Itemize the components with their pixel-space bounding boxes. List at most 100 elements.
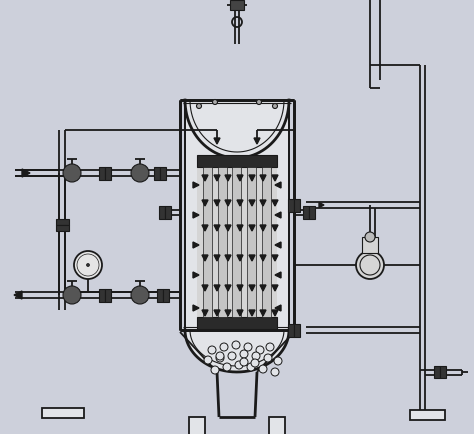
Polygon shape xyxy=(272,285,278,291)
Polygon shape xyxy=(260,200,266,206)
Circle shape xyxy=(274,357,282,365)
Polygon shape xyxy=(237,225,243,231)
Polygon shape xyxy=(214,175,220,181)
Circle shape xyxy=(259,365,267,373)
Polygon shape xyxy=(193,305,199,311)
Bar xyxy=(233,167,241,317)
Bar xyxy=(309,206,315,219)
Circle shape xyxy=(271,368,279,376)
Circle shape xyxy=(220,343,228,351)
Circle shape xyxy=(273,103,277,108)
Polygon shape xyxy=(260,310,266,316)
Circle shape xyxy=(266,343,274,351)
Bar xyxy=(56,225,69,231)
Bar xyxy=(157,289,163,302)
Bar xyxy=(303,206,309,219)
Bar xyxy=(197,317,277,329)
Polygon shape xyxy=(202,255,208,261)
Polygon shape xyxy=(260,255,266,261)
Circle shape xyxy=(211,366,219,374)
Polygon shape xyxy=(249,285,255,291)
Polygon shape xyxy=(193,212,199,218)
Polygon shape xyxy=(22,169,30,177)
Bar xyxy=(163,289,169,302)
Polygon shape xyxy=(193,242,199,248)
Circle shape xyxy=(74,251,102,279)
Circle shape xyxy=(63,286,81,304)
Polygon shape xyxy=(202,175,208,181)
Polygon shape xyxy=(185,100,289,158)
Bar xyxy=(440,366,446,378)
Polygon shape xyxy=(214,255,220,261)
Bar xyxy=(271,167,277,317)
Bar xyxy=(294,199,300,212)
Bar xyxy=(288,324,294,337)
Circle shape xyxy=(256,346,264,354)
Bar xyxy=(294,324,300,337)
Circle shape xyxy=(256,99,262,105)
Bar xyxy=(165,206,171,219)
Circle shape xyxy=(131,164,149,182)
Polygon shape xyxy=(214,200,220,206)
Bar xyxy=(203,167,212,317)
Polygon shape xyxy=(249,225,255,231)
Polygon shape xyxy=(214,225,220,231)
Bar xyxy=(99,289,105,302)
Circle shape xyxy=(240,350,248,358)
Polygon shape xyxy=(275,182,281,188)
Polygon shape xyxy=(14,291,22,299)
Circle shape xyxy=(365,232,375,242)
Bar xyxy=(288,199,294,212)
Bar xyxy=(227,167,233,317)
Polygon shape xyxy=(225,175,231,181)
Polygon shape xyxy=(225,285,231,291)
Bar xyxy=(160,167,166,180)
Bar xyxy=(42,408,84,418)
Polygon shape xyxy=(193,272,199,278)
Polygon shape xyxy=(272,175,278,181)
Polygon shape xyxy=(260,175,266,181)
Bar xyxy=(105,289,111,302)
Polygon shape xyxy=(225,200,231,206)
Bar xyxy=(212,167,218,317)
Polygon shape xyxy=(254,138,260,144)
Bar xyxy=(262,167,271,317)
Circle shape xyxy=(251,359,259,367)
Circle shape xyxy=(223,363,231,371)
Polygon shape xyxy=(237,200,243,206)
Circle shape xyxy=(204,356,212,364)
Bar xyxy=(154,167,160,180)
Circle shape xyxy=(252,352,260,360)
Polygon shape xyxy=(249,175,255,181)
Bar xyxy=(247,167,256,317)
Bar xyxy=(197,167,203,317)
Polygon shape xyxy=(275,212,281,218)
Polygon shape xyxy=(249,310,255,316)
Polygon shape xyxy=(214,285,220,291)
Polygon shape xyxy=(275,242,281,248)
Polygon shape xyxy=(275,305,281,311)
Bar xyxy=(434,366,440,378)
Circle shape xyxy=(86,263,90,266)
Bar xyxy=(189,417,205,434)
Circle shape xyxy=(264,354,272,362)
Bar xyxy=(185,100,289,330)
Bar xyxy=(105,167,111,180)
Polygon shape xyxy=(272,200,278,206)
Polygon shape xyxy=(193,182,199,188)
Polygon shape xyxy=(202,285,208,291)
Bar xyxy=(159,206,165,219)
Polygon shape xyxy=(272,255,278,261)
Circle shape xyxy=(216,354,224,362)
Polygon shape xyxy=(249,200,255,206)
Polygon shape xyxy=(275,272,281,278)
Circle shape xyxy=(232,341,240,349)
Bar xyxy=(99,167,105,180)
Polygon shape xyxy=(237,310,243,316)
Polygon shape xyxy=(272,225,278,231)
Polygon shape xyxy=(225,225,231,231)
Polygon shape xyxy=(319,203,324,207)
Bar xyxy=(362,237,378,253)
Circle shape xyxy=(247,363,255,371)
Polygon shape xyxy=(225,310,231,316)
